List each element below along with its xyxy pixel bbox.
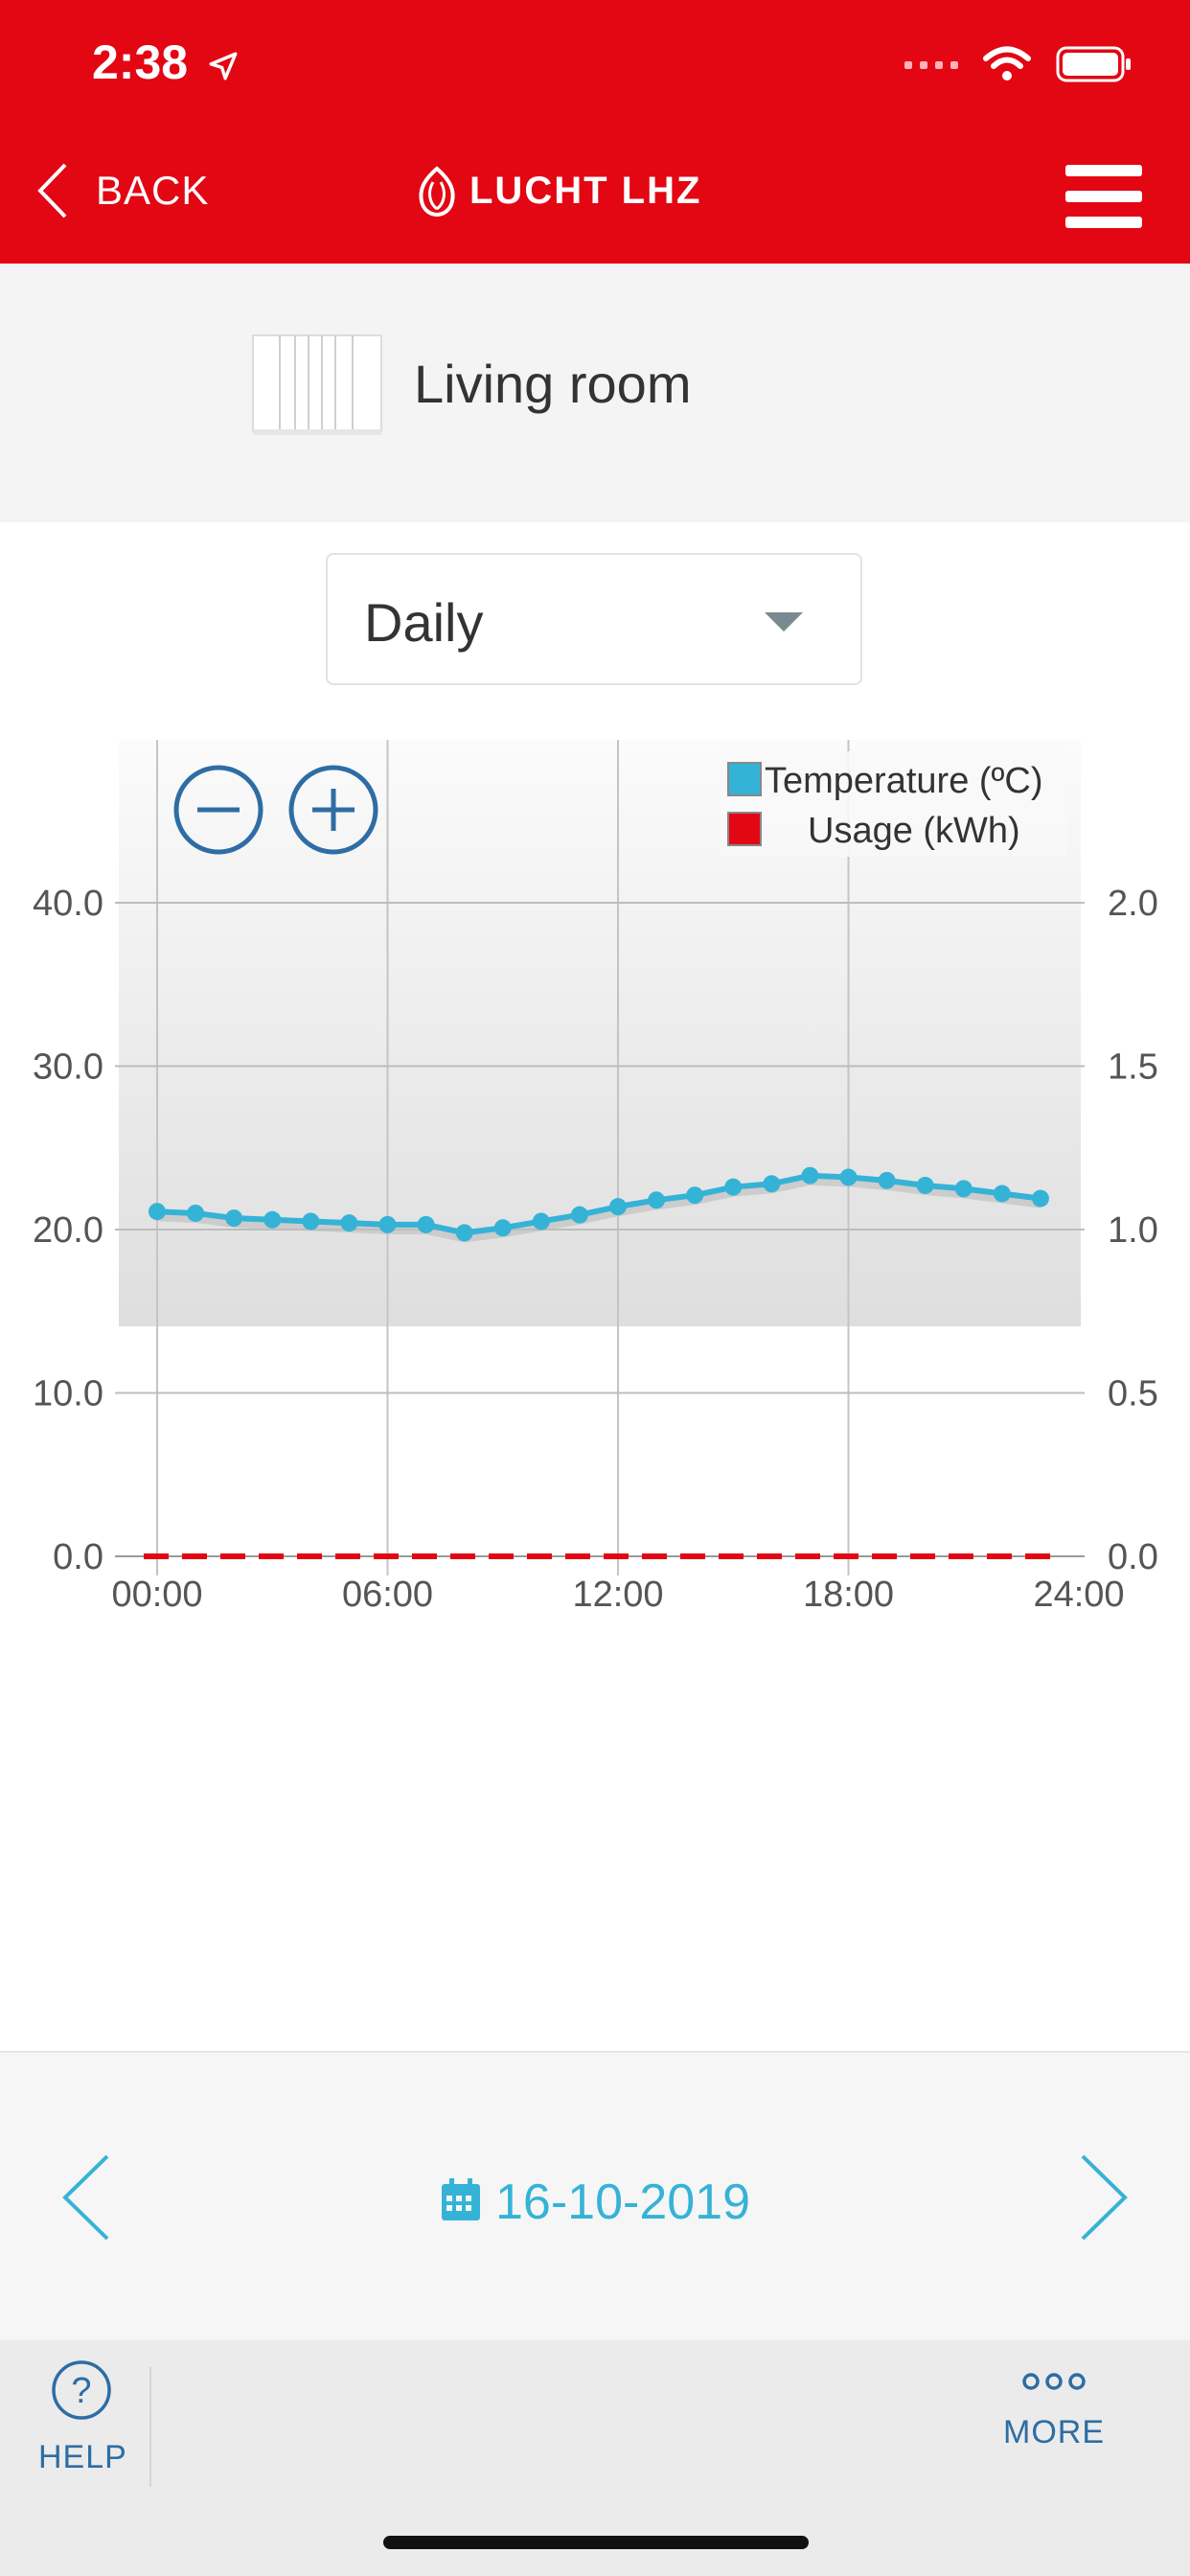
zoom-out-button[interactable] [173, 765, 263, 855]
x-tick-label: 12:00 [572, 1575, 663, 1615]
chevron-left-icon [37, 163, 67, 218]
temperature-point[interactable] [839, 1168, 858, 1186]
left-axis-ticks: 0.0 10.0 20.0 30.0 40.0 [33, 884, 103, 1577]
temperature-point[interactable] [648, 1191, 666, 1209]
date-navigation [0, 2051, 1190, 2342]
toolbar-divider [149, 2367, 151, 2487]
temperature-point[interactable] [187, 1204, 205, 1222]
room-header [0, 264, 1190, 522]
previous-day-button[interactable] [57, 2152, 115, 2242]
x-tick-label: 24:00 [1033, 1575, 1124, 1615]
app-header [0, 0, 1190, 264]
help-button[interactable]: ? HELP [38, 2359, 127, 2476]
more-button[interactable]: MORE [996, 2367, 1111, 2451]
series-layer [144, 1166, 1058, 1559]
more-label: MORE [1003, 2414, 1105, 2450]
zoom-in-button[interactable] [288, 765, 378, 855]
y-right-tick-label: 1.5 [1108, 1047, 1158, 1088]
temperature-point[interactable] [417, 1215, 435, 1233]
legend-temperature-swatch [727, 762, 762, 796]
y-left-tick-label: 0.0 [53, 1537, 103, 1577]
y-left-tick-label: 30.0 [33, 1047, 103, 1088]
brand-logo: LUCHT LHZ [414, 165, 701, 217]
legend-usage-label: Usage (kWh) [808, 811, 1020, 851]
chevron-right-icon [1081, 2154, 1128, 2241]
legend-usage-swatch [727, 812, 762, 846]
temperature-point[interactable] [302, 1212, 320, 1230]
temperature-point[interactable] [686, 1186, 704, 1205]
help-label: HELP [38, 2439, 127, 2475]
temperature-point[interactable] [801, 1166, 819, 1184]
y-right-tick-label: 1.0 [1108, 1210, 1158, 1251]
temperature-point[interactable] [878, 1171, 896, 1189]
svg-text:?: ? [71, 2371, 91, 2411]
chart: 0.0 10.0 20.0 30.0 40.0 0.0 0.5 1.0 1.5 2.0 00:0… [33, 740, 1158, 1615]
period-selected-value: Daily [364, 592, 484, 653]
flame-logo-icon [419, 166, 455, 217]
legend-temperature-label: Temperature (ºC) [765, 761, 1043, 801]
y-left-tick-label: 40.0 [33, 884, 103, 924]
temperature-point[interactable] [149, 1203, 166, 1221]
temperature-point[interactable] [1031, 1189, 1049, 1208]
back-label: BACK [96, 168, 210, 213]
period-select[interactable]: Daily [326, 553, 862, 685]
temperature-point[interactable] [724, 1178, 743, 1196]
vertical-gridlines [156, 740, 850, 1576]
caret-down-icon [765, 612, 803, 632]
date-picker-button[interactable]: 16-10-2019 [0, 2174, 1190, 2231]
x-axis-ticks: 00:00 06:00 12:00 18:00 24:00 [111, 1575, 1124, 1615]
temperature-point[interactable] [570, 1206, 588, 1224]
temperature-point[interactable] [609, 1198, 627, 1216]
next-day-button[interactable] [1075, 2152, 1133, 2242]
x-tick-label: 06:00 [342, 1575, 433, 1615]
question-circle-icon: ? [52, 2360, 111, 2420]
room-name: Living room [414, 354, 692, 414]
date-label: 16-10-2019 [495, 2174, 750, 2230]
temperature-point[interactable] [993, 1184, 1011, 1203]
temperature-point[interactable] [378, 1215, 397, 1233]
wifi-icon [983, 46, 1031, 80]
temperature-point[interactable] [493, 1219, 512, 1237]
y-left-tick-label: 20.0 [33, 1210, 103, 1251]
y-right-tick-label: 0.5 [1108, 1374, 1158, 1414]
cellular-signal-icon [904, 61, 958, 69]
y-left-tick-label: 10.0 [33, 1374, 103, 1414]
temperature-point[interactable] [532, 1212, 550, 1230]
temperature-point[interactable] [340, 1214, 358, 1232]
radiator-icon [252, 334, 382, 435]
calendar-icon [442, 2178, 480, 2220]
temperature-point[interactable] [954, 1180, 973, 1198]
plus-icon [312, 789, 355, 831]
more-dots-icon [1022, 2373, 1086, 2390]
right-axis-ticks: 0.0 0.5 1.0 1.5 2.0 [1108, 884, 1158, 1577]
location-arrow-icon [209, 52, 238, 80]
temperature-point[interactable] [763, 1175, 781, 1193]
home-indicator [383, 2536, 809, 2549]
temperature-point[interactable] [225, 1209, 243, 1228]
temperature-point[interactable] [916, 1176, 934, 1194]
x-tick-label: 00:00 [111, 1575, 202, 1615]
status-time-text: 2:38 [92, 35, 189, 89]
status-bar-right [904, 46, 1133, 82]
temperature-point[interactable] [263, 1210, 282, 1229]
hamburger-icon [1065, 165, 1142, 176]
status-bar-time: 2:38 [92, 34, 240, 90]
logo-text: LUCHT LHZ [469, 169, 702, 212]
y-right-tick-label: 0.0 [1108, 1537, 1158, 1577]
temperature-point[interactable] [455, 1224, 473, 1242]
chart-legend: Temperature (ºC) Usage (kWh) [721, 751, 1065, 857]
menu-button[interactable] [1065, 165, 1142, 228]
battery-icon [1056, 46, 1131, 82]
chevron-left-icon [62, 2154, 109, 2241]
x-tick-label: 18:00 [803, 1575, 894, 1615]
y-right-tick-label: 2.0 [1108, 884, 1158, 924]
back-button[interactable]: BACK [33, 161, 209, 220]
